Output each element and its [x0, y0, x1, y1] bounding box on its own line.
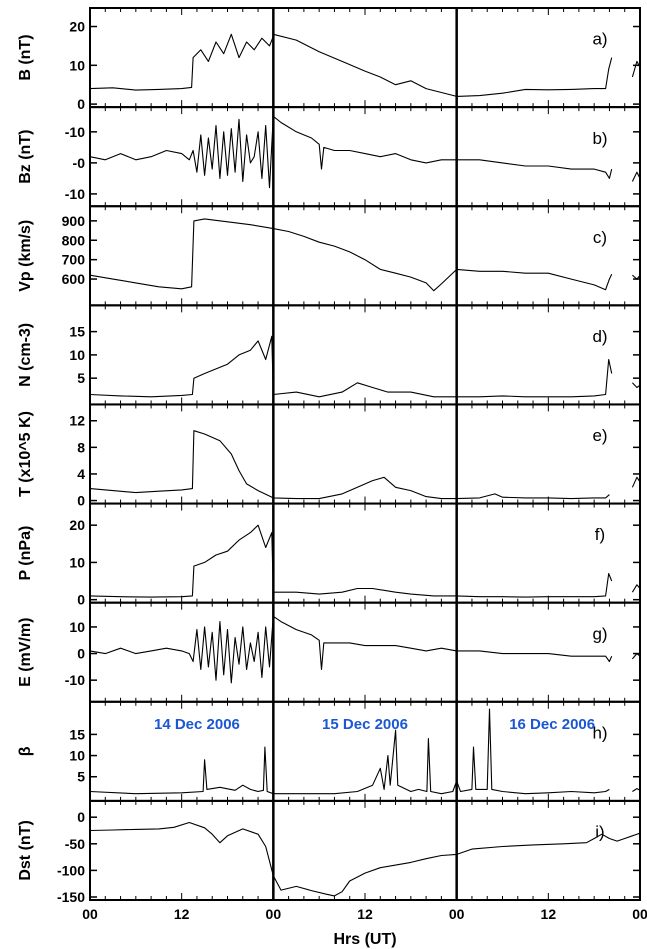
y-axis-title-Bz: Bz (nT): [17, 130, 34, 184]
y-tick-label-P-0: 0: [77, 592, 85, 608]
y-axis-title-E: E (mV/m): [17, 618, 34, 687]
y-tick-label-Vp-0: 600: [62, 271, 86, 287]
series-line-N-0: [89, 335, 613, 398]
series-line-E-0: [89, 615, 613, 684]
panel-frame-Bz: [89, 106, 641, 208]
panel-tag-B: a): [592, 30, 607, 49]
y-tick-label-Dst-2: -50: [65, 836, 85, 852]
y-axis-title-P: P (nPa): [17, 526, 34, 581]
panel-frame-Vp: [89, 205, 641, 307]
panel-P: 0 10 20 f) P (nPa): [17, 502, 641, 608]
y-tick-label-Bz-2: -10: [65, 186, 85, 202]
series-line-P-0: [89, 524, 613, 598]
panel-frame-P: [89, 502, 641, 604]
y-tick-label-B-1: 10: [69, 57, 85, 73]
panel-tag-N: d): [592, 327, 607, 346]
panel-tag-E: g): [592, 624, 607, 643]
panel-frame-Dst: [89, 799, 641, 902]
y-axis-title-B: B (nT): [17, 34, 34, 80]
panel-tag-Bz: b): [592, 129, 607, 148]
y-tick-label-Bz-0: -10: [65, 124, 85, 140]
panel-T: 0 4 8 12 e) T (x10^5 K): [17, 403, 641, 509]
x-tick-label-0: 00: [82, 906, 98, 922]
series-line-Bz-1: [631, 171, 641, 182]
x-tick-label-4: 00: [449, 906, 465, 922]
y-tick-label-P-1: 10: [69, 554, 85, 570]
x-tick-label-5: 12: [541, 906, 557, 922]
series-line-Dst-0: [89, 821, 641, 897]
series-line-B-0: [89, 33, 613, 97]
y-tick-label-B-2: 20: [69, 19, 85, 35]
y-tick-label-Dst-0: -150: [57, 889, 85, 905]
series-line-E-1: [631, 653, 641, 660]
panel-frame-E: [89, 601, 641, 703]
y-tick-label-E-2: 10: [69, 619, 85, 635]
x-tick-label-6: 00: [632, 906, 647, 922]
series-line-P-1: [631, 584, 641, 593]
y-tick-label-E-1: 0: [77, 646, 85, 662]
panel-tag-beta: h): [592, 723, 607, 742]
day-label-1: 15 Dec 2006: [322, 716, 408, 733]
series-line-T-1: [631, 476, 641, 488]
y-tick-label-Vp-2: 800: [62, 232, 86, 248]
y-tick-label-T-1: 4: [77, 466, 85, 482]
day-label-0: 14 Dec 2006: [154, 716, 240, 733]
y-axis-title-beta: β: [17, 746, 34, 756]
y-axis-title-Dst: Dst (nT): [17, 820, 34, 880]
panel-E: -10 0 10 g) E (mV/m): [17, 601, 641, 703]
panel-tag-P: f): [595, 525, 605, 544]
series-line-beta-0: [89, 708, 610, 795]
y-tick-label-N-1: 10: [69, 347, 85, 363]
x-tick-label-3: 12: [357, 906, 373, 922]
series-line-Vp-1: [632, 274, 641, 280]
panel-Vp: 600 700 800 900 c) Vp (km/s): [17, 205, 641, 307]
y-tick-label-beta-2: 15: [69, 726, 85, 742]
series-line-B-1: [631, 60, 641, 78]
series-line-N-1: [632, 382, 641, 389]
series-line-Bz-0: [89, 115, 613, 189]
y-tick-label-beta-1: 10: [69, 748, 85, 764]
x-tick-label-1: 12: [174, 906, 190, 922]
y-tick-label-N-2: 15: [69, 324, 85, 340]
y-tick-label-Dst-3: 0: [77, 809, 85, 825]
y-tick-label-T-3: 12: [69, 413, 85, 429]
x-axis-title: Hrs (UT): [333, 931, 396, 948]
y-tick-label-Vp-1: 700: [62, 252, 86, 268]
panel-B: 0 10 20 a) B (nT): [17, 7, 641, 112]
panel-tag-Vp: c): [593, 228, 607, 247]
y-tick-label-B-0: 0: [77, 96, 85, 112]
y-tick-label-T-0: 0: [77, 493, 85, 509]
panel-tag-T: e): [592, 426, 607, 445]
y-axis-title-Vp: Vp (km/s): [17, 220, 34, 292]
panel-frame-B: [89, 7, 641, 109]
panel-frame-N: [89, 304, 641, 406]
panel-Dst: -150 -100 -50 0 i) Dst (nT): [17, 799, 641, 905]
y-tick-label-Vp-3: 900: [62, 213, 86, 229]
series-line-beta-1: [632, 788, 641, 792]
overlay-layer: 14 Dec 2006 15 Dec 2006 16 Dec 2006 00 12 00 1…: [82, 8, 647, 922]
panel-frame-T: [89, 403, 641, 505]
y-tick-label-T-2: 8: [77, 439, 85, 455]
y-tick-label-Bz-1: -0: [73, 155, 86, 171]
series-line-Vp-0: [89, 218, 613, 292]
panel-N: 5 10 15 d) N (cm-3): [17, 304, 641, 406]
x-tick-label-2: 00: [266, 906, 282, 922]
y-axis-title-T: T (x10^5 K): [17, 411, 34, 497]
day-label-2: 16 Dec 2006: [509, 716, 595, 733]
y-tick-label-beta-0: 5: [77, 769, 85, 785]
y-tick-label-N-0: 5: [77, 370, 85, 386]
panel-Bz: -10 -0 -10 b) Bz (nT): [17, 106, 641, 208]
series-line-T-0: [89, 430, 610, 500]
panel-tag-Dst: i): [595, 823, 604, 842]
y-tick-label-Dst-1: -100: [57, 862, 85, 878]
y-tick-label-E-0: -10: [65, 672, 85, 688]
y-axis-title-N: N (cm-3): [17, 323, 34, 387]
y-tick-label-P-2: 20: [69, 517, 85, 533]
